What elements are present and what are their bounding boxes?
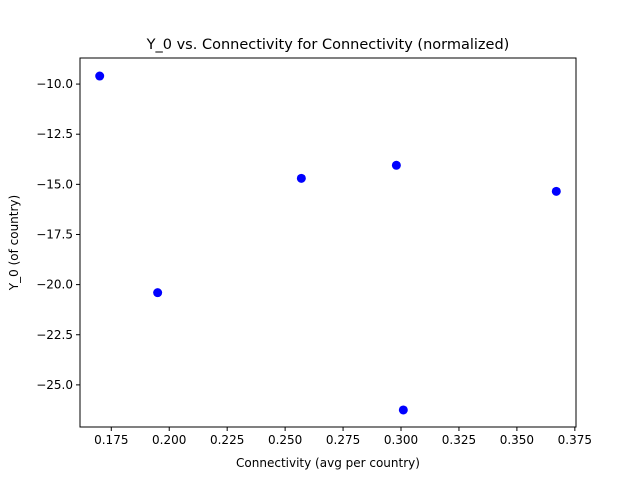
- data-point: [391, 160, 401, 170]
- x-tick-label: 0.350: [500, 433, 534, 447]
- y-tick-label: −10.0: [36, 77, 73, 91]
- y-tick-label: −15.0: [36, 177, 73, 191]
- x-tick-label: 0.200: [152, 433, 186, 447]
- y-axis: −10.0 −12.5 −15.0 −17.5 −20.0 −22.5 −25.0: [36, 77, 80, 392]
- data-point: [398, 405, 408, 415]
- y-tick-label: −25.0: [36, 378, 73, 392]
- x-tick-label: 0.325: [442, 433, 476, 447]
- y-tick-label: −20.0: [36, 278, 73, 292]
- chart-title: Y_0 vs. Connectivity for Connectivity (n…: [146, 37, 510, 53]
- data-point: [95, 71, 105, 81]
- x-tick-label: 0.275: [326, 433, 360, 447]
- data-point: [296, 173, 306, 183]
- plot-area: [79, 57, 577, 428]
- y-tick-label: −17.5: [36, 227, 73, 241]
- y-tick-label: −22.5: [36, 328, 73, 342]
- data-point: [153, 288, 163, 298]
- x-tick-label: 0.175: [94, 433, 128, 447]
- x-tick-label: 0.225: [210, 433, 244, 447]
- y-tick-label: −12.5: [36, 127, 73, 141]
- x-tick-label: 0.250: [268, 433, 302, 447]
- data-points: [95, 71, 561, 415]
- y-axis-label: Y_0 (of country): [7, 195, 21, 291]
- x-axis-label: Connectivity (avg per country): [236, 456, 420, 470]
- data-point: [551, 186, 561, 196]
- x-tick-label: 0.375: [558, 433, 592, 447]
- x-axis: 0.175 0.200 0.225 0.250 0.275 0.300 0.325 0.350…: [94, 427, 592, 447]
- x-tick-label: 0.300: [384, 433, 418, 447]
